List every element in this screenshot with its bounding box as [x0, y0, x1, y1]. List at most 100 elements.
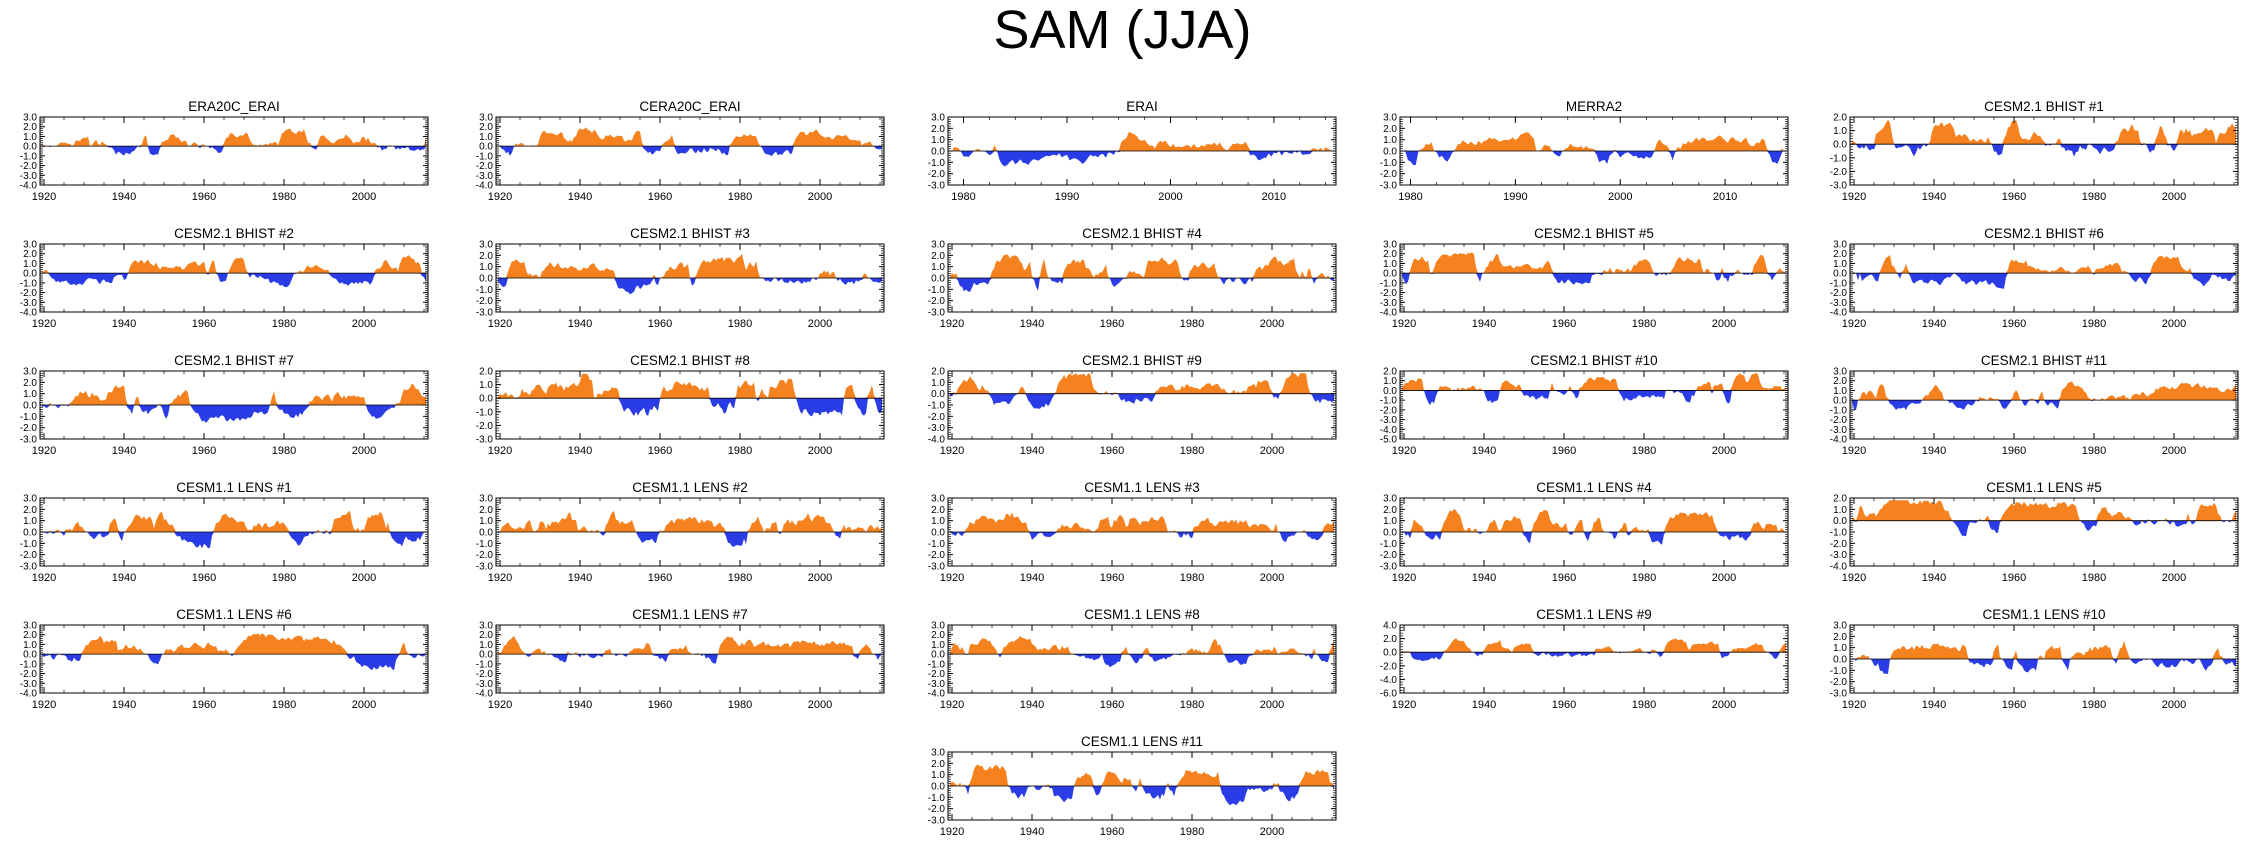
x-tick-label: 1980 — [728, 191, 752, 203]
x-tick-label: 1980 — [2082, 699, 2106, 711]
y-tick-label: 2.0 — [931, 630, 945, 641]
y-tick-label: -2.0 — [928, 169, 946, 180]
x-tick-label: 1940 — [1020, 826, 1044, 838]
y-tick-label: 0.0 — [1383, 386, 1397, 397]
panel-13: CESM2.1 BHIST #9 2.01.00.0-1.0-2.0-3.0-4.… — [928, 353, 1337, 457]
positive-area — [498, 635, 882, 655]
panel-title: CESM1.1 LENS #11 — [1081, 734, 1203, 749]
x-tick-label: 1940 — [1472, 445, 1496, 457]
y-tick-label: 4.0 — [1383, 621, 1397, 632]
y-tick-label: -2.0 — [476, 296, 494, 307]
panel-title: CESM1.1 LENS #9 — [1536, 607, 1652, 622]
y-tick-label: -1.0 — [1380, 158, 1398, 169]
plot-frame — [39, 243, 429, 313]
y-tick-label: 0.0 — [23, 528, 37, 539]
y-tick-label: 3.0 — [479, 240, 493, 251]
negative-area — [950, 393, 1334, 409]
x-tick-label: 1980 — [1180, 826, 1204, 838]
x-tick-label: 1920 — [1392, 572, 1416, 584]
y-tick-label: 0.0 — [479, 274, 493, 285]
x-tick-label: 2000 — [352, 318, 376, 330]
y-tick-label: 0.0 — [1833, 140, 1847, 151]
panel-17: CESM1.1 LENS #23.02.01.00.0-1.0-2.0-3.01… — [476, 480, 885, 584]
y-tick-label: 3.0 — [931, 113, 945, 124]
panel-title: CESM1.1 LENS #3 — [1084, 480, 1200, 495]
y-tick-label: 1.0 — [23, 516, 37, 527]
negative-area — [1852, 659, 2236, 674]
y-tick-label: 0.0 — [479, 394, 493, 405]
y-tick-label: 2.0 — [23, 378, 37, 389]
y-tick-label: -1.0 — [1380, 396, 1398, 407]
panel-19: CESM1.1 LENS #43.02.01.00.0-1.0-2.0-3.01… — [1380, 480, 1789, 584]
y-tick-label: 3.0 — [931, 621, 945, 632]
y-tick-label: -1.0 — [20, 659, 38, 670]
panel-16: CESM1.1 LENS #13.02.01.00.0-1.0-2.0-3.01… — [20, 480, 429, 584]
y-tick-label: -3.0 — [1380, 562, 1398, 573]
panel-title: CESM1.1 LENS #8 — [1084, 607, 1200, 622]
panel-5: CESM2.1 BHIST #1 2.0 1.0 0.0 -1.0 -2.0 -3.0192… — [1830, 99, 2239, 203]
x-tick-label: 1960 — [192, 318, 216, 330]
y-tick-label: 0.0 — [23, 650, 37, 661]
x-tick-label: 1980 — [272, 318, 296, 330]
x-tick-label: 1960 — [2002, 572, 2026, 584]
y-tick-label: -3.0 — [928, 423, 946, 434]
y-tick-label: 2.0 — [23, 122, 37, 133]
x-tick-label: 2000 — [1260, 826, 1284, 838]
x-tick-label: 2000 — [1712, 318, 1736, 330]
x-tick-label: 1960 — [648, 191, 672, 203]
negative-area — [950, 654, 1334, 668]
y-tick-label: -3.0 — [20, 171, 38, 182]
y-tick-label: 3.0 — [1383, 113, 1397, 124]
negative-area — [42, 654, 426, 671]
y-tick-label: 2.0 — [931, 251, 945, 262]
x-tick-label: 1940 — [568, 445, 592, 457]
x-tick-label: 1990 — [1503, 191, 1527, 203]
negative-area — [950, 786, 1334, 806]
negative-area — [1405, 151, 1783, 166]
negative-area — [498, 398, 882, 417]
negative-area — [950, 278, 1334, 292]
x-tick-label: 2000 — [1608, 191, 1632, 203]
x-tick-label: 2000 — [808, 318, 832, 330]
y-tick-label: -2.0 — [20, 288, 38, 299]
x-tick-label: 1920 — [940, 572, 964, 584]
y-tick-label: 2.0 — [1383, 249, 1397, 260]
y-tick-label: 1.0 — [479, 640, 493, 651]
y-tick-label: -4.0 — [928, 435, 946, 446]
x-tick-label: 1980 — [1180, 572, 1204, 584]
positive-area — [42, 510, 426, 532]
x-tick-label: 1920 — [940, 445, 964, 457]
x-tick-label: 1960 — [2002, 318, 2026, 330]
x-tick-label: 1940 — [112, 572, 136, 584]
x-tick-label: 1940 — [112, 318, 136, 330]
y-tick-label: -4.0 — [1380, 675, 1398, 686]
panel-15: CESM2.1 BHIST #11 3.02.01.00.0-1.0-2.0-3.… — [1830, 353, 2239, 457]
x-tick-label: 1960 — [1552, 699, 1576, 711]
y-tick-label: -2.0 — [1380, 169, 1398, 180]
negative-area — [953, 151, 1331, 167]
x-tick-label: 2000 — [1260, 572, 1284, 584]
y-tick-label: 1.0 — [23, 640, 37, 651]
panel-7: CESM2.1 BHIST #3 3.02.01.00.0-1.0-2.0-3.0… — [476, 226, 885, 330]
negative-area — [1852, 273, 2236, 289]
x-tick-label: 1960 — [192, 191, 216, 203]
panel-title: CESM1.1 LENS #10 — [1982, 607, 2105, 622]
panel-title: ERAI — [1126, 99, 1158, 114]
x-tick-label: 1920 — [32, 445, 56, 457]
y-tick-label: -4.0 — [1830, 435, 1848, 446]
y-tick-label: -2.0 — [928, 669, 946, 680]
positive-area — [42, 383, 426, 405]
panel-12: CESM2.1 BHIST #8 2.0 1.0 0.0 -1.0 -2.0 -3.0192… — [476, 353, 885, 457]
x-tick-label: 1940 — [1472, 699, 1496, 711]
x-tick-label: 1940 — [568, 572, 592, 584]
y-tick-label: -1.0 — [20, 412, 38, 423]
x-tick-label: 2000 — [2162, 445, 2186, 457]
y-tick-label: -2.0 — [928, 550, 946, 561]
y-tick-label: -1.0 — [1380, 539, 1398, 550]
positive-area — [498, 511, 882, 532]
y-tick-label: -1.0 — [20, 151, 38, 162]
positive-area — [953, 131, 1331, 151]
x-tick-label: 1960 — [192, 699, 216, 711]
y-tick-label: -2.0 — [1830, 539, 1848, 550]
